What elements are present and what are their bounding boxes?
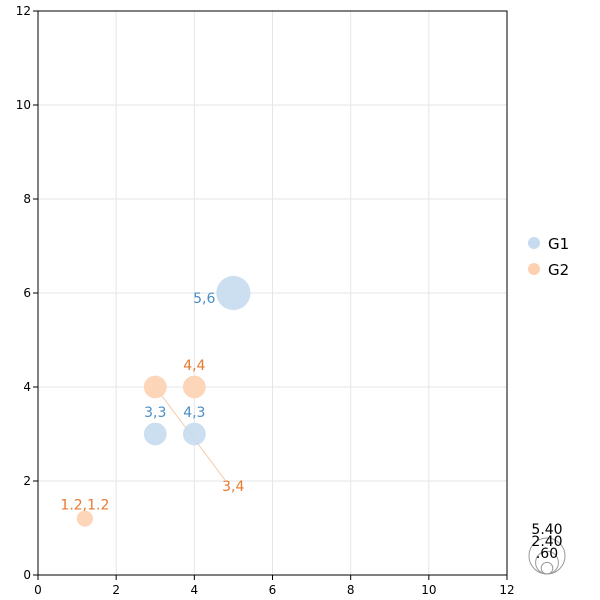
size-legend-label: 2.40	[531, 534, 562, 550]
size-legend: 5.402.40.60	[528, 522, 566, 575]
size-legend-label: 5.40	[531, 522, 562, 538]
x-tick-label: 8	[347, 583, 355, 597]
point-label: 4,3	[183, 405, 205, 421]
legend-marker	[528, 237, 540, 249]
y-tick-label: 10	[16, 98, 31, 112]
bubble-point	[182, 422, 206, 446]
x-tick-label: 4	[191, 583, 199, 597]
data-labels: 3,3 4,3 5,6 1.2,1.2 3,4 4,4	[60, 291, 244, 514]
y-tick-label: 8	[23, 192, 31, 206]
x-tick-label: 6	[269, 583, 277, 597]
point-label: 5,6	[193, 291, 215, 307]
grid-lines	[37, 10, 508, 576]
data-points	[76, 275, 251, 527]
x-tick-label: 0	[34, 583, 42, 597]
x-tick-label: 10	[421, 583, 436, 597]
size-legend-circle	[540, 561, 554, 575]
legend-label: G1	[548, 235, 569, 253]
x-tick-label: 12	[499, 583, 514, 597]
size-legend-label: .60	[536, 546, 558, 562]
point-label: 3,4	[222, 479, 244, 495]
y-tick-label: 4	[23, 380, 31, 394]
y-tick-label: 2	[23, 474, 31, 488]
y-tick-label: 12	[16, 4, 31, 18]
bubble-point	[216, 275, 251, 311]
point-label: 3,3	[144, 405, 166, 421]
point-label: 1.2,1.2	[60, 498, 109, 514]
axes: 0 2 4 6 8 10 12 0 2 4 6 8 10 12	[16, 4, 515, 597]
y-tick-label: 0	[23, 568, 31, 582]
x-tick-label: 2	[112, 583, 120, 597]
legend-marker	[528, 263, 540, 275]
bubble-point	[143, 375, 167, 399]
plot-frame	[37, 10, 508, 576]
y-tick-label: 6	[23, 286, 31, 300]
bubble-point	[76, 510, 93, 527]
bubble-point	[143, 422, 167, 446]
bubble-point	[182, 375, 206, 399]
legend-label: G2	[548, 261, 569, 279]
point-label: 4,4	[183, 358, 205, 374]
